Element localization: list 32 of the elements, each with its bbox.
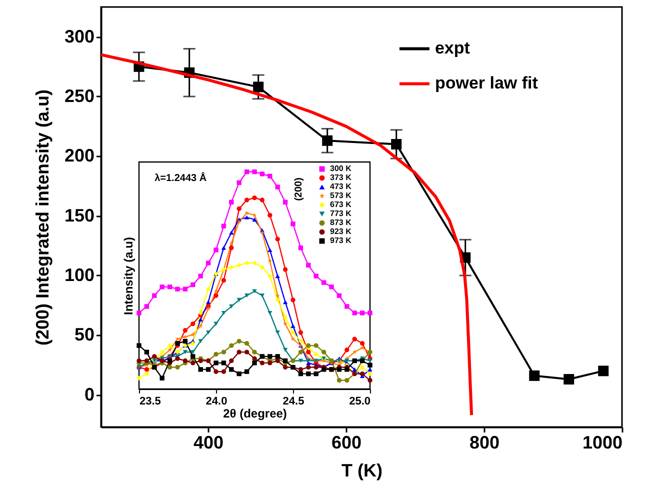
y-tick-label: 250: [64, 86, 94, 106]
x-tick-label: 1000: [582, 432, 622, 452]
x-axis-title: T (K): [342, 460, 382, 480]
y-tick-label: 200: [64, 146, 94, 166]
y-axis-title: (200) Integrated intensity (a.u): [32, 89, 52, 346]
x-tick-label: 23.5: [140, 396, 161, 408]
x-tick-label: 24.0: [206, 396, 228, 408]
y-axis-title: Intensity (a.u): [122, 236, 136, 316]
legend-label: 873 K: [330, 218, 352, 227]
legend-label: 923 K: [330, 227, 352, 236]
y-tick-label: 50: [74, 324, 94, 345]
y-tick-label: 300: [64, 26, 94, 46]
legend-label: power law fit: [434, 74, 538, 93]
x-tick-label: 400: [193, 432, 224, 452]
y-tick-label: 0: [84, 384, 94, 404]
x-tick-label: 24.5: [282, 396, 304, 408]
y-tick-label: 150: [64, 205, 94, 226]
legend-label: 373 K: [330, 173, 352, 182]
annotation: λ=1.2443 Å: [154, 172, 207, 184]
y-tick-label: 100: [64, 264, 94, 285]
annotation: (200): [293, 178, 304, 201]
legend-label: expt: [434, 38, 470, 58]
legend-label: 773 K: [330, 209, 352, 218]
legend-label: 300 K: [330, 164, 352, 173]
legend-label: 973 K: [330, 236, 352, 245]
legend-label: 573 K: [330, 191, 352, 200]
x-tick-label: 600: [331, 432, 362, 452]
x-tick-label: 25.0: [349, 396, 370, 408]
x-axis-title: 2θ (degree): [223, 406, 287, 420]
legend-label: 473 K: [330, 182, 352, 191]
legend-label: 673 K: [330, 200, 352, 209]
x-tick-label: 800: [469, 432, 500, 452]
